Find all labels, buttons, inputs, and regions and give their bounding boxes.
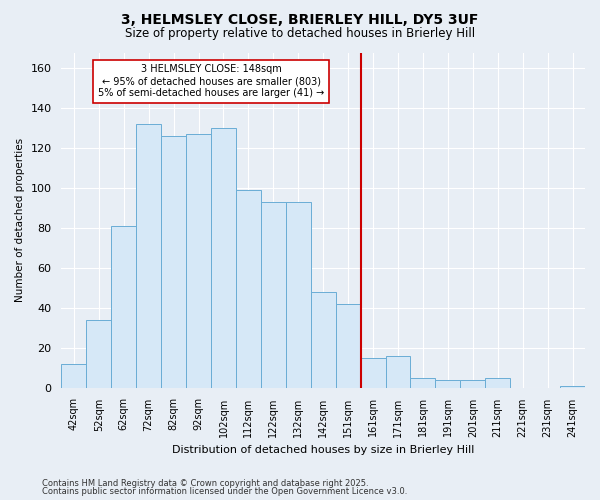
Bar bbox=[386, 356, 410, 388]
Bar bbox=[261, 202, 286, 388]
Bar bbox=[186, 134, 211, 388]
Text: Size of property relative to detached houses in Brierley Hill: Size of property relative to detached ho… bbox=[125, 28, 475, 40]
Bar bbox=[311, 292, 335, 388]
Bar bbox=[560, 386, 585, 388]
Bar bbox=[61, 364, 86, 388]
Bar bbox=[335, 304, 361, 388]
Bar bbox=[136, 124, 161, 388]
Bar bbox=[286, 202, 311, 388]
Bar bbox=[485, 378, 510, 388]
Bar bbox=[236, 190, 261, 388]
Bar bbox=[436, 380, 460, 388]
Text: 3, HELMSLEY CLOSE, BRIERLEY HILL, DY5 3UF: 3, HELMSLEY CLOSE, BRIERLEY HILL, DY5 3U… bbox=[121, 12, 479, 26]
Bar bbox=[361, 358, 386, 388]
Bar bbox=[410, 378, 436, 388]
Bar bbox=[111, 226, 136, 388]
Text: Contains public sector information licensed under the Open Government Licence v3: Contains public sector information licen… bbox=[42, 487, 407, 496]
Y-axis label: Number of detached properties: Number of detached properties bbox=[15, 138, 25, 302]
Bar bbox=[161, 136, 186, 388]
X-axis label: Distribution of detached houses by size in Brierley Hill: Distribution of detached houses by size … bbox=[172, 445, 475, 455]
Text: Contains HM Land Registry data © Crown copyright and database right 2025.: Contains HM Land Registry data © Crown c… bbox=[42, 478, 368, 488]
Text: 3 HELMSLEY CLOSE: 148sqm
← 95% of detached houses are smaller (803)
5% of semi-d: 3 HELMSLEY CLOSE: 148sqm ← 95% of detach… bbox=[98, 64, 324, 98]
Bar bbox=[460, 380, 485, 388]
Bar bbox=[211, 128, 236, 388]
Bar bbox=[86, 320, 111, 388]
